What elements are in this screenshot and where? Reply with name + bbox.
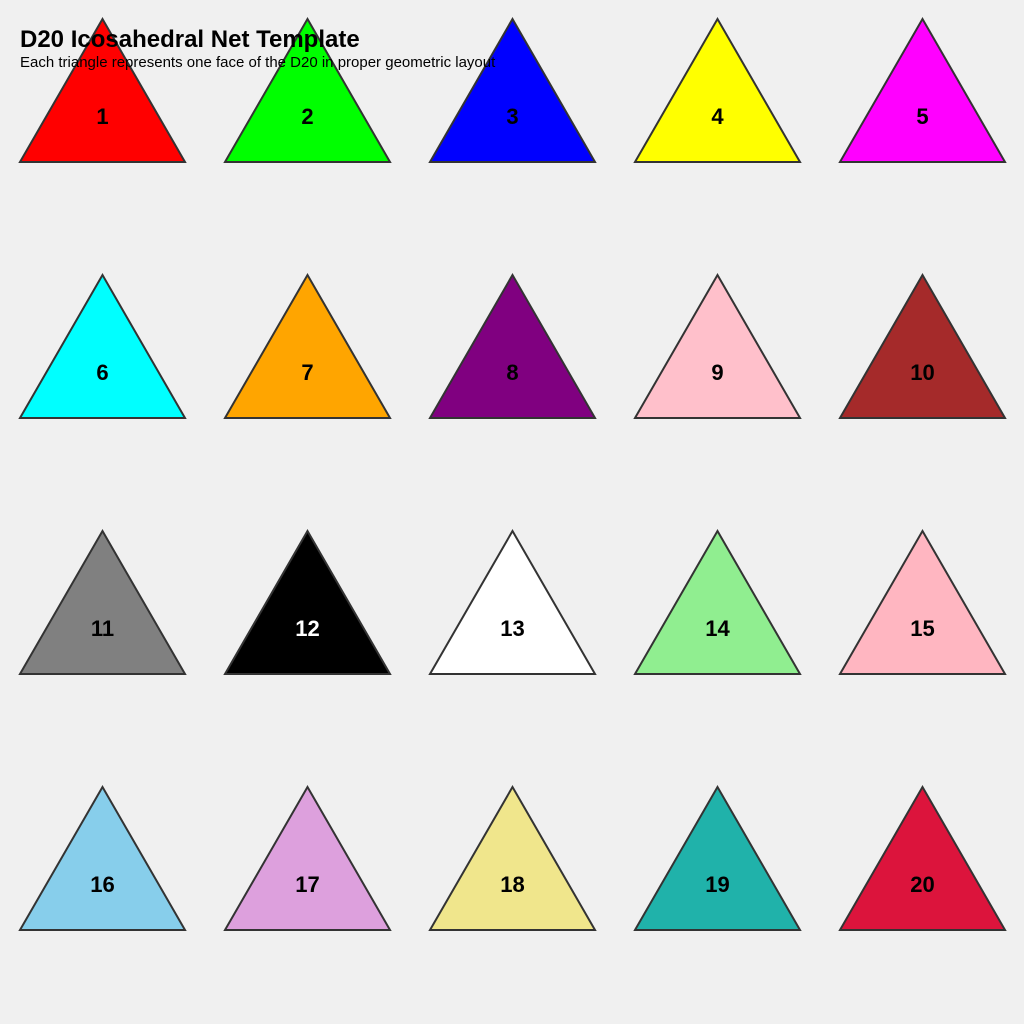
face-8: 8 xyxy=(428,272,597,419)
face-number-label: 4 xyxy=(711,104,724,129)
face-14: 14 xyxy=(633,528,802,675)
face-number-label: 7 xyxy=(301,360,313,385)
face-number-label: 19 xyxy=(705,872,729,897)
face-16: 16 xyxy=(18,784,187,931)
face-triangle xyxy=(223,528,392,675)
face-2: 2 xyxy=(223,16,392,163)
face-11: 11 xyxy=(18,528,187,675)
face-triangle xyxy=(633,784,802,931)
face-number-label: 14 xyxy=(705,616,730,641)
face-3: 3 xyxy=(428,16,597,163)
face-triangle xyxy=(18,272,187,419)
face-triangle xyxy=(428,16,597,163)
face-4: 4 xyxy=(633,16,802,163)
face-triangle xyxy=(223,16,392,163)
face-number-label: 2 xyxy=(301,104,313,129)
face-12: 12 xyxy=(223,528,392,675)
face-20: 20 xyxy=(838,784,1007,931)
face-triangle xyxy=(18,16,187,163)
face-7: 7 xyxy=(223,272,392,419)
face-number-label: 9 xyxy=(711,360,723,385)
face-1: 1 xyxy=(18,16,187,163)
face-triangle xyxy=(838,784,1007,931)
face-triangle xyxy=(633,16,802,163)
face-6: 6 xyxy=(18,272,187,419)
face-17: 17 xyxy=(223,784,392,931)
face-triangle xyxy=(428,528,597,675)
face-triangle xyxy=(18,528,187,675)
face-triangle xyxy=(428,784,597,931)
face-number-label: 1 xyxy=(96,104,108,129)
face-number-label: 6 xyxy=(96,360,108,385)
face-triangle xyxy=(428,272,597,419)
face-triangle xyxy=(633,528,802,675)
face-number-label: 5 xyxy=(916,104,928,129)
face-number-label: 17 xyxy=(295,872,319,897)
face-number-label: 15 xyxy=(910,616,934,641)
face-number-label: 3 xyxy=(506,104,518,129)
face-number-label: 13 xyxy=(500,616,524,641)
face-9: 9 xyxy=(633,272,802,419)
face-number-label: 20 xyxy=(910,872,934,897)
face-number-label: 12 xyxy=(295,616,319,641)
face-number-label: 18 xyxy=(500,872,524,897)
face-19: 19 xyxy=(633,784,802,931)
face-15: 15 xyxy=(838,528,1007,675)
face-number-label: 10 xyxy=(910,360,934,385)
face-triangle xyxy=(223,784,392,931)
face-triangle xyxy=(838,16,1007,163)
face-5: 5 xyxy=(838,16,1007,163)
face-number-label: 16 xyxy=(90,872,114,897)
face-18: 18 xyxy=(428,784,597,931)
face-10: 10 xyxy=(838,272,1007,419)
face-triangle xyxy=(838,528,1007,675)
face-triangle xyxy=(223,272,392,419)
face-13: 13 xyxy=(428,528,597,675)
face-triangle xyxy=(838,272,1007,419)
face-number-label: 11 xyxy=(91,616,114,641)
face-triangle xyxy=(633,272,802,419)
face-triangle xyxy=(18,784,187,931)
face-number-label: 8 xyxy=(506,360,518,385)
